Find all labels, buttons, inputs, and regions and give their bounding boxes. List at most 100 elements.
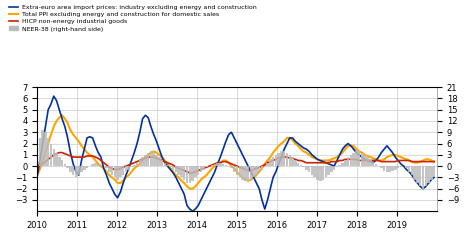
- Bar: [164, 163, 166, 166]
- Bar: [119, 166, 122, 177]
- Bar: [100, 165, 102, 166]
- Bar: [322, 166, 324, 180]
- Bar: [386, 166, 388, 172]
- Bar: [308, 166, 310, 172]
- Bar: [333, 166, 336, 170]
- Bar: [47, 138, 49, 166]
- Bar: [238, 166, 241, 177]
- Bar: [205, 166, 208, 167]
- Bar: [352, 153, 355, 166]
- Bar: [83, 166, 85, 170]
- Bar: [292, 157, 294, 166]
- Bar: [214, 164, 216, 166]
- Bar: [86, 166, 88, 168]
- Bar: [36, 132, 38, 166]
- Bar: [297, 163, 299, 166]
- Bar: [391, 166, 394, 171]
- Bar: [77, 166, 80, 175]
- Bar: [136, 163, 138, 166]
- Bar: [172, 166, 174, 170]
- Bar: [186, 166, 188, 183]
- Bar: [364, 155, 366, 166]
- Bar: [150, 151, 152, 166]
- Bar: [274, 155, 277, 166]
- Bar: [400, 166, 402, 167]
- Bar: [122, 166, 124, 175]
- Bar: [350, 155, 352, 166]
- Bar: [425, 166, 427, 186]
- Bar: [330, 166, 333, 172]
- Bar: [269, 159, 272, 166]
- Bar: [158, 157, 161, 166]
- Bar: [389, 166, 391, 172]
- Bar: [219, 163, 221, 166]
- Bar: [261, 166, 263, 170]
- Bar: [397, 166, 399, 168]
- Bar: [153, 153, 155, 166]
- Bar: [225, 165, 227, 166]
- Bar: [94, 163, 97, 166]
- Bar: [266, 163, 269, 166]
- Bar: [133, 165, 136, 166]
- Bar: [69, 166, 72, 172]
- Bar: [222, 164, 224, 166]
- Bar: [202, 166, 205, 170]
- Bar: [97, 164, 100, 166]
- Bar: [280, 151, 283, 166]
- Bar: [344, 160, 346, 166]
- Bar: [180, 166, 182, 177]
- Bar: [305, 166, 308, 170]
- Bar: [250, 166, 252, 180]
- Bar: [138, 160, 141, 166]
- Bar: [161, 160, 163, 166]
- Bar: [247, 166, 249, 181]
- Bar: [91, 164, 94, 166]
- Bar: [380, 166, 383, 168]
- Bar: [405, 166, 408, 168]
- Bar: [128, 166, 130, 170]
- Bar: [216, 163, 219, 166]
- Bar: [241, 166, 244, 180]
- Bar: [105, 166, 108, 168]
- Bar: [341, 163, 344, 166]
- Bar: [294, 160, 297, 166]
- Bar: [177, 166, 180, 175]
- Legend: Extra-euro area import prices: industry excluding energy and construction, Total: Extra-euro area import prices: industry …: [8, 3, 257, 33]
- Bar: [155, 155, 158, 166]
- Bar: [44, 132, 46, 166]
- Bar: [236, 166, 238, 175]
- Bar: [372, 162, 374, 166]
- Bar: [394, 166, 397, 170]
- Bar: [383, 166, 385, 171]
- Bar: [419, 166, 421, 186]
- Bar: [38, 138, 41, 166]
- Bar: [72, 166, 74, 175]
- Bar: [325, 166, 327, 177]
- Bar: [108, 166, 110, 172]
- Bar: [41, 130, 44, 166]
- Bar: [366, 157, 369, 166]
- Bar: [244, 166, 246, 181]
- Bar: [253, 166, 255, 177]
- Bar: [302, 166, 305, 167]
- Bar: [114, 166, 116, 177]
- Bar: [80, 166, 83, 172]
- Bar: [166, 165, 169, 166]
- Bar: [369, 159, 372, 166]
- Bar: [277, 153, 280, 166]
- Bar: [233, 166, 236, 172]
- Bar: [194, 166, 197, 177]
- Bar: [175, 166, 177, 172]
- Bar: [374, 164, 377, 166]
- Bar: [428, 166, 430, 183]
- Bar: [169, 166, 172, 167]
- Bar: [183, 166, 185, 180]
- Bar: [347, 157, 349, 166]
- Bar: [211, 165, 213, 166]
- Bar: [61, 160, 64, 166]
- Bar: [50, 144, 52, 166]
- Bar: [116, 166, 119, 180]
- Bar: [255, 166, 258, 175]
- Bar: [410, 166, 413, 175]
- Bar: [141, 157, 144, 166]
